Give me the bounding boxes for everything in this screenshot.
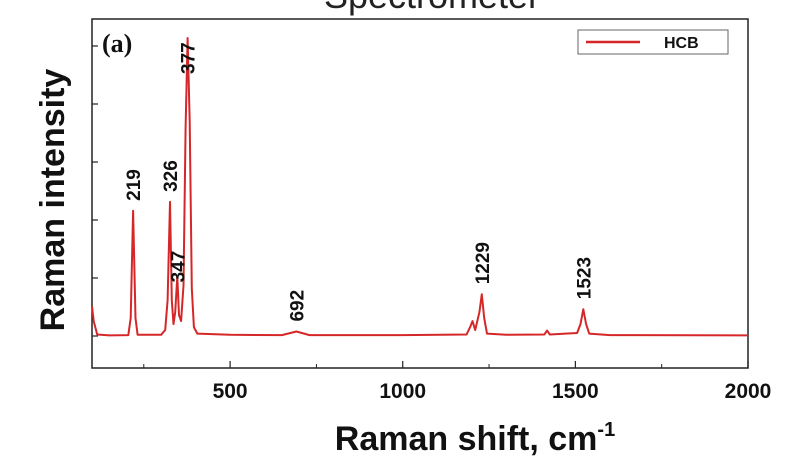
peak-label-219: 219 <box>124 169 145 201</box>
x-tick-label: 2000 <box>725 380 772 403</box>
series-layer <box>92 38 748 335</box>
peak-label-326: 326 <box>161 160 182 192</box>
series-line-hcb <box>92 38 748 335</box>
peak-label-692: 692 <box>287 290 308 322</box>
x-tick-label: 500 <box>213 380 248 403</box>
legend: HCB <box>578 30 728 54</box>
y-axis-ticks <box>92 46 98 336</box>
x-axis-title-main: Raman shift, cm <box>335 420 598 458</box>
peak-label-1229: 1229 <box>473 242 494 284</box>
peak-label-377: 377 <box>179 42 200 74</box>
peak-label-1523: 1523 <box>574 257 595 299</box>
x-tick-label: 1000 <box>379 380 426 403</box>
panel-label: (a) <box>102 29 132 58</box>
x-tick-label: 1500 <box>552 380 599 403</box>
legend-label-hcb: HCB <box>664 35 699 52</box>
x-axis-title: Raman shift, cm-1 <box>335 419 615 458</box>
peak-labels: 219 326 347 377 692 1229 1523 <box>124 42 595 321</box>
header-text: Spectrometer <box>324 0 540 16</box>
y-axis-title: Raman intensity <box>34 69 72 332</box>
peak-label-347: 347 <box>168 251 189 283</box>
x-axis-title-superscript: -1 <box>597 419 615 441</box>
